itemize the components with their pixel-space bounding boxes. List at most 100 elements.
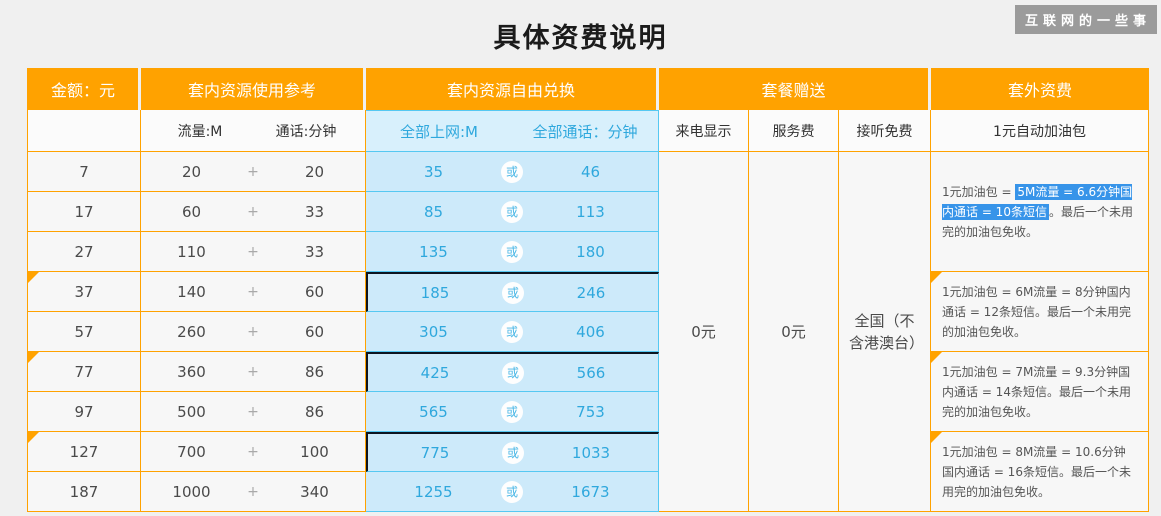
data-value: 500 — [177, 402, 206, 421]
voice-value: 60 — [304, 322, 325, 341]
amount-cell: 77 — [28, 352, 141, 392]
usage-cell: 110 + 33 — [141, 232, 366, 272]
net-value: 35 — [423, 162, 444, 181]
refuel-note-1: 1元加油包 = 5M流量 = 6.6分钟国内通话 = 10条短信 。最后一个未用完… — [931, 152, 1149, 272]
subheader-exchange: 全部上网:M 全部通话：分钟 — [366, 110, 659, 152]
refuel-note-1-text: 1元加油包 = 5M流量 = 6.6分钟国内通话 = 10条短信 。最后一个未用完… — [942, 182, 1137, 242]
plus-sign: + — [247, 323, 259, 340]
data-value: 60 — [181, 202, 202, 221]
exchange-cell: 1255 或 1673 — [366, 472, 659, 512]
net-value: 135 — [419, 242, 448, 261]
subheader-empty — [28, 110, 141, 152]
exchange-cell: 775 或 1033 — [366, 432, 659, 472]
data-value: 1000 — [172, 482, 211, 501]
net-value: 565 — [419, 402, 448, 421]
voice-value: 340 — [300, 482, 329, 501]
subheader-call-label: 全部通话：分钟 — [532, 122, 638, 141]
net-value: 775 — [420, 443, 450, 462]
net-value: 185 — [420, 283, 450, 302]
subheader-refuel-pack: 1元自动加油包 — [931, 110, 1149, 152]
header-amount: 金额：元 — [28, 68, 141, 110]
gift-service-fee-value: 0元 — [749, 152, 839, 512]
data-value: 260 — [177, 322, 206, 341]
amount-cell: 37 — [28, 272, 141, 312]
subheader-free-answer: 接听免费 — [839, 110, 931, 152]
usage-cell: 140 + 60 — [141, 272, 366, 312]
exchange-cell: 185 或 246 — [366, 272, 659, 312]
or-badge: 或 — [502, 441, 524, 464]
voice-value: 33 — [304, 242, 325, 261]
refuel-note-1-prefix: 1元加油包 = — [942, 184, 1016, 199]
header-in-plan-exchange: 套内资源自由兑换 — [366, 68, 659, 110]
refuel-note-4-text: 1元加油包 = 8M流量 = 10.6分钟国内通话 = 16条短信。最后一个未用… — [942, 444, 1131, 499]
data-value: 140 — [177, 282, 206, 301]
subheader-usage: 流量:M 通话:分钟 — [141, 110, 366, 152]
usage-cell: 20 + 20 — [141, 152, 366, 192]
amount-cell: 27 — [28, 232, 141, 272]
amount-cell: 187 — [28, 472, 141, 512]
or-badge: 或 — [501, 240, 523, 263]
voice-value: 20 — [304, 162, 325, 181]
tariff-table: 金额：元 套内资源使用参考 套内资源自由兑换 套餐赠送 套外资费 流量:M 通话… — [27, 68, 1149, 512]
gift-caller-id-value: 0元 — [659, 152, 749, 512]
amount-cell: 57 — [28, 312, 141, 352]
data-value: 700 — [177, 442, 206, 461]
plus-sign: + — [247, 443, 259, 460]
call-value: 753 — [576, 402, 605, 421]
or-badge: 或 — [501, 160, 523, 183]
exchange-cell: 35 或 46 — [366, 152, 659, 192]
exchange-cell: 565 或 753 — [366, 392, 659, 432]
plus-sign: + — [247, 403, 259, 420]
call-value: 46 — [580, 162, 601, 181]
subheader-service-fee: 服务费 — [749, 110, 839, 152]
subheader-data-label: 流量:M — [177, 123, 223, 140]
call-value: 113 — [576, 202, 605, 221]
amount-cell: 7 — [28, 152, 141, 192]
amount-cell: 127 — [28, 432, 141, 472]
header-out-plan-fee: 套外资费 — [931, 68, 1149, 110]
usage-cell: 1000 + 340 — [141, 472, 366, 512]
refuel-note-4: 1元加油包 = 8M流量 = 10.6分钟国内通话 = 16条短信。最后一个未用… — [931, 432, 1149, 512]
usage-cell: 260 + 60 — [141, 312, 366, 352]
call-value: 180 — [576, 242, 605, 261]
usage-cell: 500 + 86 — [141, 392, 366, 432]
usage-cell: 60 + 33 — [141, 192, 366, 232]
refuel-note-3-text: 1元加油包 = 7M流量 = 9.3分钟国内通话 = 14条短信。最后一个未用完… — [942, 364, 1131, 419]
voice-value: 86 — [304, 402, 325, 421]
refuel-note-3: 1元加油包 = 7M流量 = 9.3分钟国内通话 = 14条短信。最后一个未用完… — [931, 352, 1149, 432]
refuel-note-1-suffix: 。最后一个未用完的加油包免收。 — [942, 204, 1133, 239]
net-value: 425 — [420, 363, 450, 382]
subheader-net-label: 全部上网:M — [400, 122, 478, 141]
voice-value: 33 — [304, 202, 325, 221]
plus-sign: + — [247, 203, 259, 220]
net-value: 1255 — [414, 482, 453, 501]
plus-sign: + — [247, 283, 259, 300]
net-value: 85 — [423, 202, 444, 221]
amount-cell: 97 — [28, 392, 141, 432]
data-value: 360 — [177, 362, 206, 381]
watermark-badge: 互联网的一些事 — [1014, 5, 1157, 34]
or-badge: 或 — [501, 400, 523, 423]
subheader-voice-label: 通话:分钟 — [275, 123, 337, 140]
call-value: 1673 — [571, 482, 610, 501]
call-value: 566 — [576, 363, 606, 382]
or-badge: 或 — [501, 320, 523, 343]
call-value: 1033 — [571, 443, 611, 462]
usage-cell: 360 + 86 — [141, 352, 366, 392]
page-title: 具体资费说明 — [493, 23, 668, 54]
call-value: 246 — [576, 283, 606, 302]
plus-sign: + — [247, 363, 259, 380]
net-value: 305 — [419, 322, 448, 341]
or-badge: 或 — [501, 200, 523, 223]
refuel-note-2-text: 1元加油包 = 6M流量 = 8分钟国内通话 = 12条短信。最后一个未用完的加… — [942, 284, 1131, 339]
header-in-plan-usage: 套内资源使用参考 — [141, 68, 366, 110]
refuel-note-2: 1元加油包 = 6M流量 = 8分钟国内通话 = 12条短信。最后一个未用完的加… — [931, 272, 1149, 352]
plus-sign: + — [247, 163, 259, 180]
call-value: 406 — [576, 322, 605, 341]
or-badge: 或 — [502, 361, 524, 384]
data-value: 110 — [177, 242, 206, 261]
gift-free-answer-value: 全国（不含港澳台） — [839, 152, 931, 512]
plus-sign: + — [247, 483, 259, 500]
exchange-cell: 425 或 566 — [366, 352, 659, 392]
exchange-cell: 135 或 180 — [366, 232, 659, 272]
